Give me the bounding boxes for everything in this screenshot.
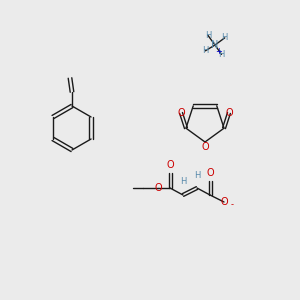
- Text: O: O: [225, 108, 233, 118]
- Text: O: O: [154, 183, 162, 193]
- Text: -: -: [231, 200, 234, 209]
- Text: O: O: [206, 168, 214, 178]
- Text: H: H: [202, 46, 208, 55]
- Text: H: H: [194, 172, 200, 181]
- Text: O: O: [220, 197, 228, 207]
- Text: H: H: [180, 178, 186, 187]
- Text: O: O: [201, 142, 209, 152]
- Text: H: H: [205, 31, 211, 40]
- Text: H: H: [218, 50, 225, 59]
- Text: O: O: [166, 160, 174, 170]
- Text: +: +: [216, 46, 222, 56]
- Text: O: O: [177, 108, 185, 118]
- Text: N: N: [211, 40, 219, 50]
- Text: H: H: [222, 33, 228, 42]
